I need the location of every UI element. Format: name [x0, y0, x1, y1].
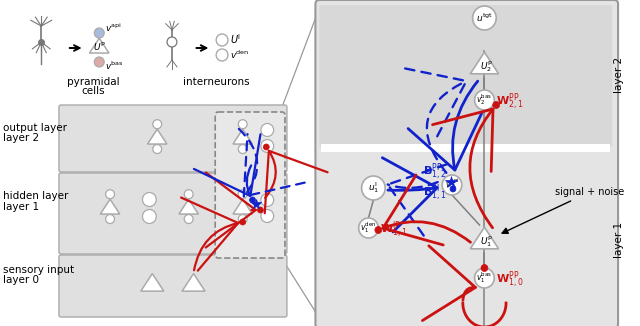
Text: $v^\mathrm{bas}$: $v^\mathrm{bas}$ [105, 60, 124, 72]
Polygon shape [100, 199, 120, 214]
Circle shape [106, 190, 115, 199]
Text: $v_1^\mathrm{api}$: $v_1^\mathrm{api}$ [445, 177, 460, 193]
Circle shape [184, 190, 193, 199]
Text: signal + noise: signal + noise [502, 187, 625, 233]
Text: hidden layer: hidden layer [3, 191, 68, 201]
Text: $\mathbf{W}_{1,0}^\mathrm{PP}$: $\mathbf{W}_{1,0}^\mathrm{PP}$ [496, 270, 524, 290]
Text: pyramidal: pyramidal [67, 77, 120, 87]
Polygon shape [182, 274, 205, 291]
Circle shape [261, 194, 274, 206]
Polygon shape [147, 129, 167, 144]
Circle shape [493, 101, 500, 109]
Text: $v^\mathrm{den}$: $v^\mathrm{den}$ [230, 49, 249, 61]
Bar [321, 144, 610, 152]
Text: $v_1^\mathrm{den}$: $v_1^\mathrm{den}$ [360, 221, 377, 235]
Polygon shape [233, 129, 252, 144]
Circle shape [106, 215, 115, 224]
FancyArrowPatch shape [405, 68, 467, 173]
Text: interneurons: interneurons [183, 77, 250, 87]
FancyArrowPatch shape [206, 172, 256, 247]
FancyArrowPatch shape [422, 246, 476, 320]
FancyArrowPatch shape [239, 129, 305, 197]
Circle shape [450, 186, 456, 192]
Text: layer 2: layer 2 [614, 57, 624, 93]
Circle shape [358, 218, 378, 238]
Circle shape [362, 176, 385, 200]
Circle shape [238, 120, 247, 129]
Text: layer 1: layer 1 [3, 202, 39, 212]
Text: layer 1: layer 1 [614, 222, 624, 258]
FancyArrowPatch shape [194, 134, 260, 196]
Circle shape [475, 90, 494, 110]
FancyBboxPatch shape [59, 105, 287, 172]
Circle shape [238, 215, 247, 224]
Text: layer 2: layer 2 [3, 133, 39, 143]
FancyBboxPatch shape [59, 255, 287, 317]
Polygon shape [470, 227, 499, 249]
FancyBboxPatch shape [215, 112, 285, 258]
Text: $\mathbf{W}_{1,1}^\mathrm{IP}$: $\mathbf{W}_{1,1}^\mathrm{IP}$ [380, 219, 408, 241]
Circle shape [261, 124, 274, 137]
Circle shape [184, 215, 193, 224]
Text: $\mathbf{B}_{1,2}^\mathrm{PP}$: $\mathbf{B}_{1,2}^\mathrm{PP}$ [422, 162, 446, 183]
Circle shape [153, 120, 162, 129]
Circle shape [472, 6, 496, 30]
Polygon shape [179, 199, 198, 214]
Polygon shape [470, 52, 499, 74]
Circle shape [167, 37, 177, 47]
Circle shape [143, 210, 156, 224]
Circle shape [263, 144, 269, 150]
Text: $U^\mathrm{P}$: $U^\mathrm{P}$ [93, 41, 106, 53]
Text: sensory input: sensory input [3, 265, 74, 275]
Circle shape [481, 264, 488, 272]
Text: $\mathbf{B}_{1,1}^\mathrm{PI}$: $\mathbf{B}_{1,1}^\mathrm{PI}$ [422, 183, 446, 203]
FancyArrowPatch shape [382, 158, 437, 232]
Circle shape [257, 207, 263, 213]
Circle shape [250, 197, 255, 203]
Text: cells: cells [81, 86, 105, 96]
FancyArrowPatch shape [383, 175, 470, 245]
Circle shape [375, 227, 381, 233]
Polygon shape [233, 199, 252, 214]
Circle shape [216, 49, 228, 61]
FancyArrowPatch shape [181, 198, 238, 271]
Circle shape [261, 210, 274, 223]
Text: $U^\mathrm{I}$: $U^\mathrm{I}$ [230, 32, 241, 46]
Text: $U_2^\mathrm{P}$: $U_2^\mathrm{P}$ [480, 60, 493, 74]
Text: $v_1^\mathrm{bas}$: $v_1^\mathrm{bas}$ [476, 271, 492, 286]
FancyBboxPatch shape [59, 173, 287, 254]
Polygon shape [90, 38, 109, 53]
Circle shape [475, 268, 494, 288]
FancyBboxPatch shape [316, 0, 618, 326]
Circle shape [442, 175, 462, 195]
Circle shape [238, 190, 247, 199]
Text: $U_1^\mathrm{P}$: $U_1^\mathrm{P}$ [480, 234, 493, 249]
Circle shape [238, 144, 247, 154]
Text: $u^\mathrm{tgt}$: $u^\mathrm{tgt}$ [476, 12, 493, 24]
Circle shape [143, 192, 156, 206]
FancyBboxPatch shape [319, 5, 612, 147]
Text: $\mathbf{W}_{2,1}^\mathrm{PP}$: $\mathbf{W}_{2,1}^\mathrm{PP}$ [496, 92, 524, 112]
Circle shape [94, 28, 104, 38]
Polygon shape [141, 274, 164, 291]
FancyArrowPatch shape [408, 81, 481, 170]
Text: $u_1^\mathrm{I}$: $u_1^\mathrm{I}$ [368, 181, 379, 196]
Circle shape [153, 144, 162, 154]
FancyArrowPatch shape [388, 164, 447, 236]
Circle shape [240, 219, 246, 225]
Text: output layer: output layer [3, 123, 67, 133]
Circle shape [94, 57, 104, 67]
Text: $v_2^\mathrm{bas}$: $v_2^\mathrm{bas}$ [476, 93, 492, 108]
FancyArrowPatch shape [433, 109, 493, 228]
Text: layer 0: layer 0 [3, 275, 39, 285]
Circle shape [261, 140, 274, 153]
Text: $v^\mathrm{api}$: $v^\mathrm{api}$ [105, 22, 122, 34]
FancyArrowPatch shape [265, 151, 328, 213]
Circle shape [216, 34, 228, 46]
